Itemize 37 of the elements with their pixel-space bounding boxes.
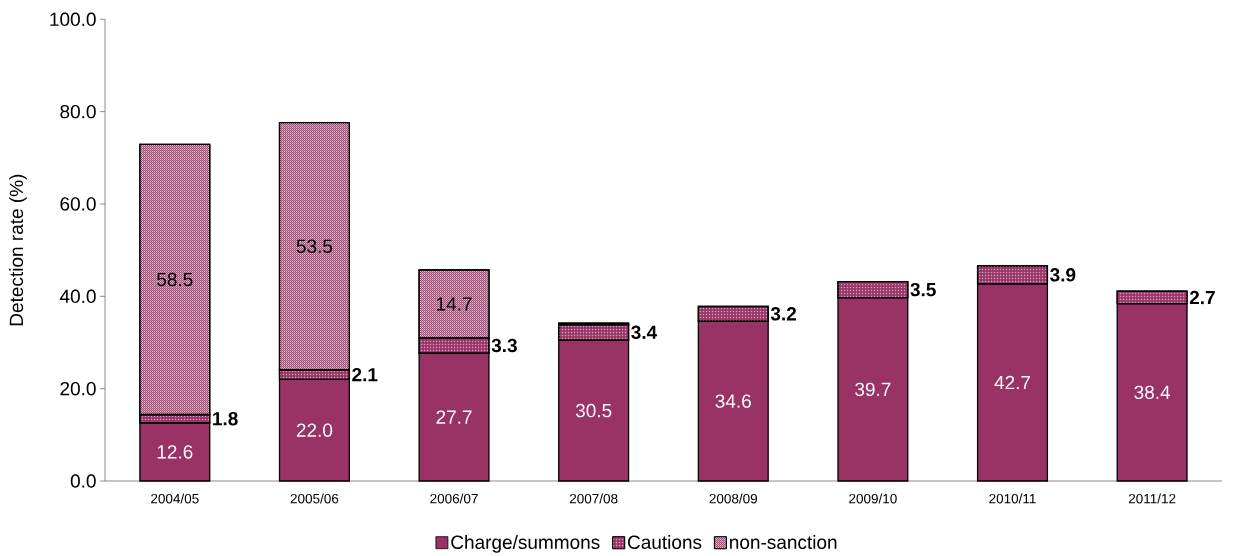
legend-label: Cautions	[628, 535, 702, 550]
data-label: 42.7	[994, 375, 1031, 390]
x-tick-label: 2010/11	[989, 493, 1036, 504]
y-axis-title: Detection rate (%)	[9, 174, 27, 326]
x-tick-label: 2009/10	[849, 493, 897, 504]
y-tick-label: 20.0	[60, 381, 96, 396]
y-tick-label: 100.0	[50, 12, 96, 27]
data-label: 22.0	[296, 423, 333, 437]
y-tick-label: 60.0	[60, 197, 96, 211]
data-label: 14.7	[437, 297, 472, 311]
legend-label: Charge/summons	[451, 535, 600, 553]
x-tick-label: 2007/08	[569, 493, 618, 504]
data-label: 1.8	[213, 411, 238, 426]
data-label: 3.2	[770, 307, 797, 321]
data-label: 2.7	[1189, 290, 1215, 305]
data-label: 58.5	[157, 272, 193, 287]
x-tick-label: 2005/06	[290, 493, 339, 504]
data-label: 3.5	[910, 282, 936, 297]
data-label: 38.4	[1134, 385, 1171, 400]
x-tick-label: 2011/12	[1128, 493, 1176, 504]
data-label: 27.7	[436, 410, 472, 424]
data-label: 39.7	[855, 382, 891, 397]
data-label: 53.5	[296, 239, 333, 253]
legend-label: non-sanction	[730, 535, 837, 550]
data-label: 3.9	[1050, 268, 1076, 282]
data-label: 30.5	[575, 403, 612, 418]
x-tick-label: 2008/09	[709, 493, 758, 504]
x-tick-label: 2006/07	[430, 493, 478, 504]
y-tick-label: 0.0	[70, 474, 96, 488]
data-label: 34.6	[715, 394, 751, 408]
y-tick-label: 80.0	[60, 104, 96, 119]
data-label: 2.1	[352, 367, 378, 382]
x-tick-label: 2004/05	[151, 493, 199, 504]
y-tick-label: 40.0	[59, 289, 96, 304]
data-label: 3.4	[631, 325, 658, 340]
data-label: 3.3	[491, 338, 517, 353]
data-label: 12.6	[157, 445, 193, 459]
